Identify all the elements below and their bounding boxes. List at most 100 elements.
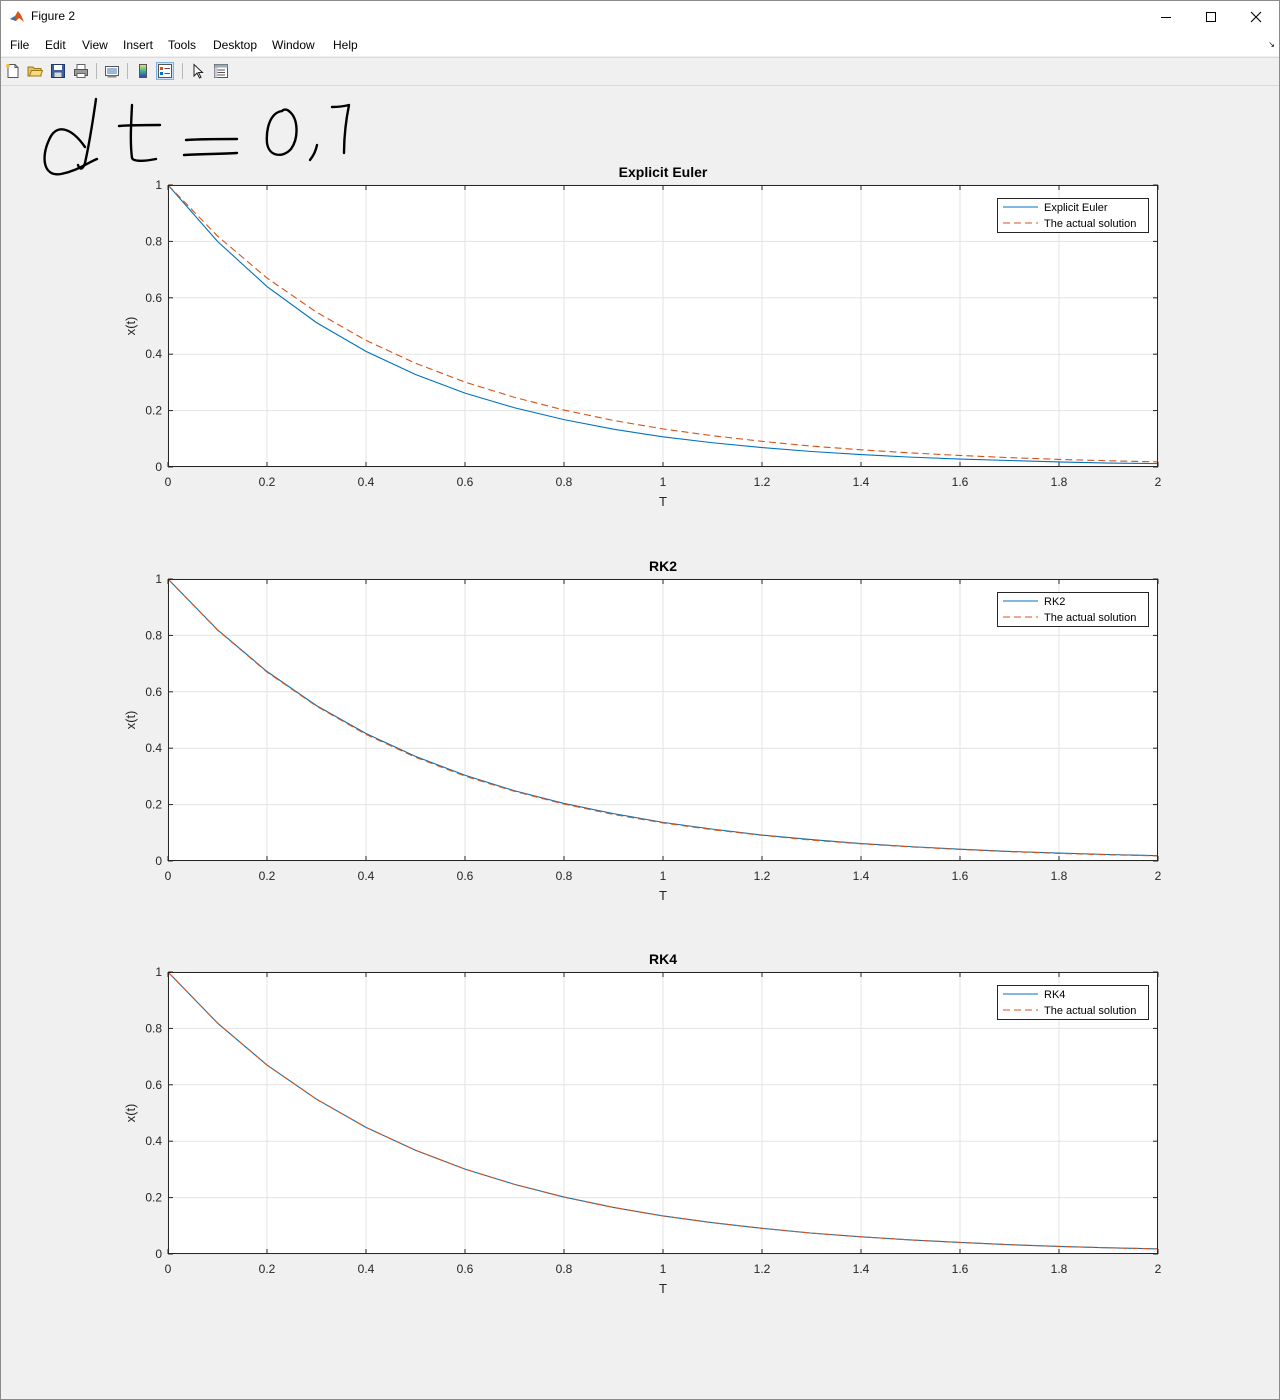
x-tick-label: 2 xyxy=(1155,1262,1162,1276)
y-tick-label: 0.6 xyxy=(145,1078,162,1092)
axes-box xyxy=(168,579,1158,861)
menu-tools[interactable]: Tools xyxy=(168,38,197,52)
y-tick-label: 0.2 xyxy=(145,1191,162,1205)
print-button[interactable] xyxy=(72,62,90,80)
link-plot-icon xyxy=(105,66,119,78)
title-bar[interactable]: Figure 2 xyxy=(1,1,1279,32)
new-figure-icon xyxy=(6,64,19,78)
x-tick-label: 1.4 xyxy=(853,869,870,883)
method-series-line xyxy=(167,184,1159,465)
chart-panel: 0 0.2 0.4 0.6 0.8 1 1.2 1.4 1.6 1.8 2 0 0.2 0.4 0.6 0.8… xyxy=(123,558,1162,903)
y-tick-label: 0.8 xyxy=(145,1021,162,1035)
y-tick-label: 1 xyxy=(155,572,162,586)
minimize-icon xyxy=(1161,16,1171,18)
chart-panel: 0 0.2 0.4 0.6 0.8 1 1.2 1.4 1.6 1.8 2 0 0.2 0.4 0.6 0.8… xyxy=(123,164,1162,509)
x-tick-label: 0.4 xyxy=(358,1262,375,1276)
open-file-icon xyxy=(27,66,43,77)
x-tick-label: 1 xyxy=(660,1262,667,1276)
x-tick-label: 0.2 xyxy=(259,869,276,883)
axes-box xyxy=(168,972,1158,1254)
menu-insert[interactable]: Insert xyxy=(123,38,154,52)
link-plot-button[interactable] xyxy=(103,62,121,80)
legend-entry-label: RK2 xyxy=(1044,596,1065,608)
x-tick-label: 0.6 xyxy=(457,1262,474,1276)
y-tick-label: 0.8 xyxy=(145,628,162,642)
axes-box xyxy=(168,185,1158,467)
print-icon xyxy=(74,64,88,78)
x-tick-label: 1.8 xyxy=(1051,869,1068,883)
y-axis-label: x(t) xyxy=(123,1104,138,1123)
x-tick-label: 0.4 xyxy=(358,869,375,883)
chart-panel: 0 0.2 0.4 0.6 0.8 1 1.2 1.4 1.6 1.8 2 0 0.2 0.4 0.6 0.8… xyxy=(123,951,1162,1296)
legend-box xyxy=(997,198,1149,233)
menu-window[interactable]: Window xyxy=(272,38,315,52)
x-tick-label: 0.8 xyxy=(556,475,573,489)
y-tick-label: 0.6 xyxy=(145,685,162,699)
x-tick-label: 1.6 xyxy=(952,869,969,883)
matlab-logo-icon xyxy=(10,11,24,22)
close-icon xyxy=(1250,11,1262,22)
property-inspector-button[interactable] xyxy=(212,62,230,80)
legend-box xyxy=(997,985,1149,1020)
colorbar-icon xyxy=(139,64,147,78)
edit-plot-button[interactable] xyxy=(189,62,207,80)
y-axis-label: x(t) xyxy=(123,317,138,336)
new-figure-button[interactable] xyxy=(4,62,22,80)
y-tick-label: 0.2 xyxy=(145,798,162,812)
legend: RK4 The actual solution xyxy=(997,985,1149,1020)
save-button[interactable] xyxy=(49,62,67,80)
legend-entry-label: The actual solution xyxy=(1044,1005,1136,1017)
actual-solution-line xyxy=(167,578,1159,857)
handwritten-dt-annotation xyxy=(43,97,351,176)
menu-help[interactable]: Help xyxy=(333,38,358,52)
x-tick-label: 0 xyxy=(165,1262,172,1276)
x-tick-label: 0.6 xyxy=(457,475,474,489)
x-tick-label: 0 xyxy=(165,869,172,883)
close-button[interactable] xyxy=(1233,1,1279,32)
x-tick-label: 2 xyxy=(1155,475,1162,489)
x-tick-label: 0.2 xyxy=(259,475,276,489)
y-tick-label: 1 xyxy=(155,965,162,979)
x-tick-label: 0 xyxy=(165,475,172,489)
legend: Explicit Euler The actual solution xyxy=(997,198,1149,233)
menu-file[interactable]: File xyxy=(10,38,30,52)
toolbar-toggle-arrow-icon[interactable]: ↘ xyxy=(1268,40,1275,49)
save-icon xyxy=(51,64,65,78)
x-tick-label: 1.8 xyxy=(1051,475,1068,489)
x-tick-label: 1.6 xyxy=(952,475,969,489)
menu-edit[interactable]: Edit xyxy=(45,38,66,52)
y-tick-label: 0 xyxy=(155,854,162,868)
insert-legend-button[interactable] xyxy=(156,62,174,80)
maximize-button[interactable] xyxy=(1188,1,1234,32)
x-axis-label: T xyxy=(659,1281,667,1296)
x-tick-label: 1.4 xyxy=(853,475,870,489)
x-tick-label: 0.8 xyxy=(556,869,573,883)
toolbar-separator xyxy=(96,63,97,79)
menu-view[interactable]: View xyxy=(82,38,108,52)
property-inspector-icon xyxy=(214,64,228,78)
x-tick-label: 0.8 xyxy=(556,1262,573,1276)
x-tick-label: 1.2 xyxy=(754,869,771,883)
x-tick-label: 1.4 xyxy=(853,1262,870,1276)
menu-desktop[interactable]: Desktop xyxy=(213,38,258,52)
chart-title: RK2 xyxy=(649,558,677,574)
toolbar-separator xyxy=(127,63,128,79)
pointer-icon xyxy=(193,63,204,79)
minimize-button[interactable] xyxy=(1143,1,1189,32)
actual-solution-line xyxy=(167,971,1159,1250)
x-tick-label: 0.2 xyxy=(259,1262,276,1276)
y-tick-label: 0.6 xyxy=(145,291,162,305)
insert-colorbar-button[interactable] xyxy=(134,62,152,80)
legend-entry-label: Explicit Euler xyxy=(1044,202,1108,214)
open-file-button[interactable] xyxy=(26,62,44,80)
legend-entry-label: RK4 xyxy=(1044,989,1065,1001)
window-title: Figure 2 xyxy=(31,9,76,23)
x-axis-label: T xyxy=(659,494,667,509)
figure-toolbar xyxy=(1,57,1279,86)
legend-box xyxy=(997,592,1149,627)
x-tick-label: 1.8 xyxy=(1051,1262,1068,1276)
maximize-icon xyxy=(1206,11,1216,22)
toolbar-separator xyxy=(182,63,183,79)
x-tick-label: 1 xyxy=(660,869,667,883)
y-tick-label: 1 xyxy=(155,178,162,192)
